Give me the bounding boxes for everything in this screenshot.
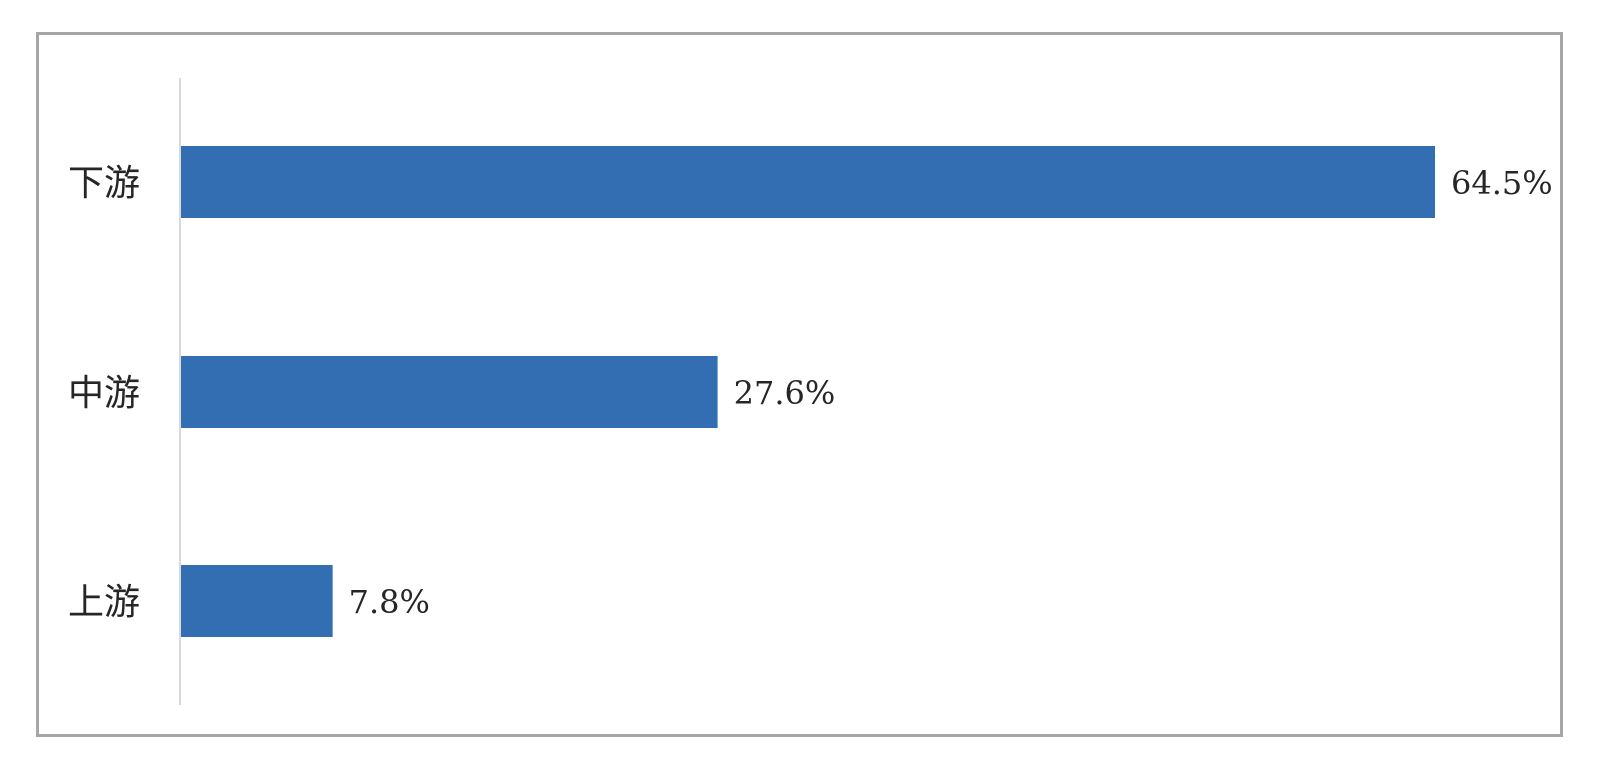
bar-1: [181, 146, 1435, 218]
category-label-3: 上游: [68, 582, 140, 623]
value-label-3: 7.8%: [349, 583, 430, 621]
bar-3: [181, 565, 333, 637]
value-label-1: 64.5%: [1451, 164, 1553, 202]
category-label-1: 下游: [68, 163, 140, 204]
value-labels: 64.5% 27.6% 7.8%: [349, 164, 1553, 621]
bar-2: [181, 356, 718, 428]
bars-group: [181, 146, 1435, 637]
value-label-2: 27.6%: [734, 374, 836, 412]
category-label-2: 中游: [68, 373, 140, 414]
